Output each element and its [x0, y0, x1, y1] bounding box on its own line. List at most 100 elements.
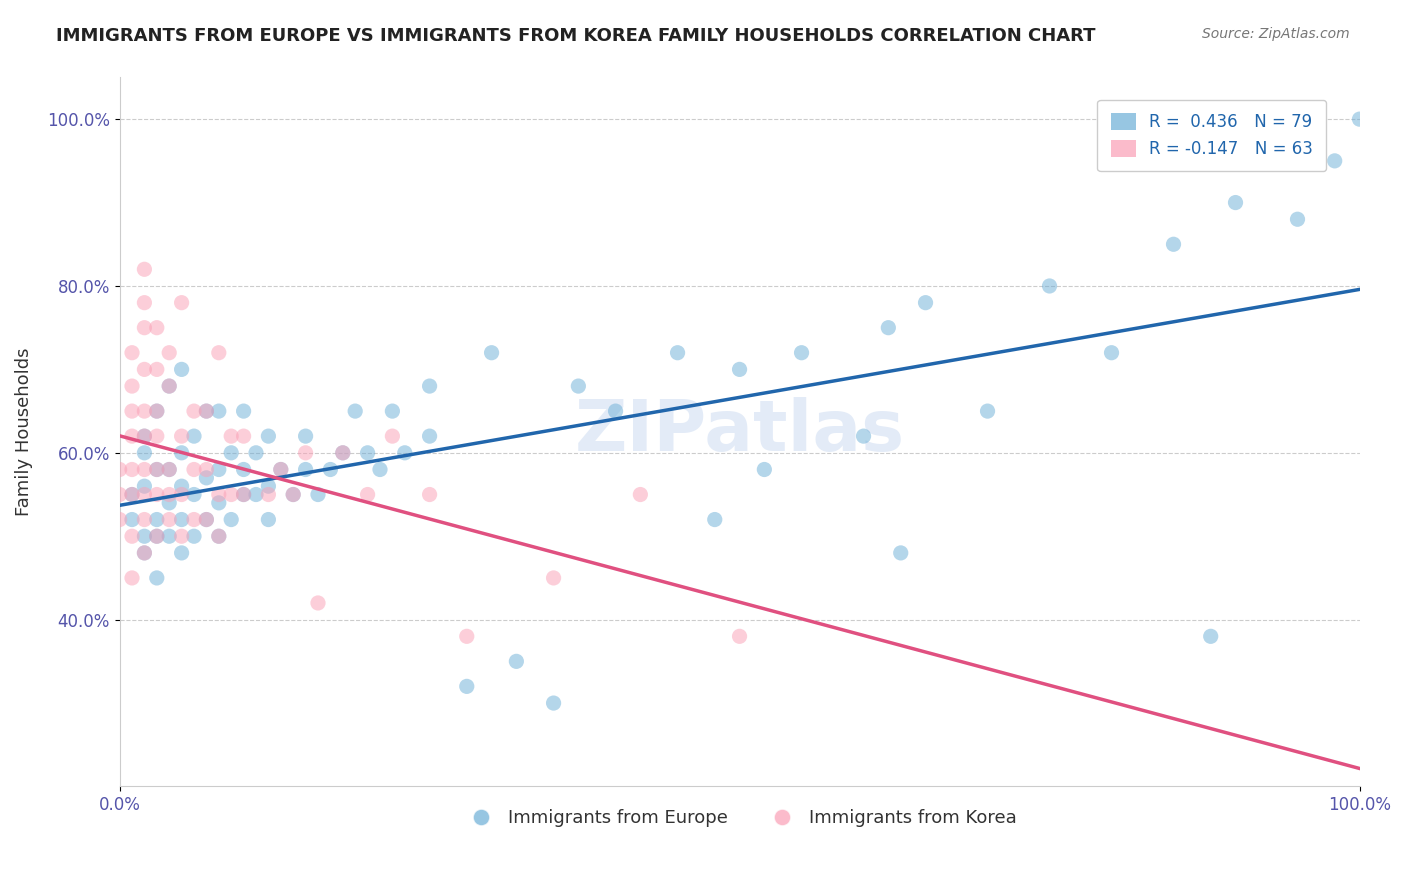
Point: [605, 404, 627, 418]
Point: [146, 429, 169, 443]
Point: [146, 487, 169, 501]
Point: [1199, 629, 1222, 643]
Point: [146, 462, 169, 476]
Point: [208, 487, 231, 501]
Point: [208, 462, 231, 476]
Point: [183, 512, 205, 526]
Point: [134, 512, 156, 526]
Point: [567, 379, 589, 393]
Point: [157, 345, 180, 359]
Point: [134, 479, 156, 493]
Point: [183, 462, 205, 476]
Point: [754, 462, 776, 476]
Point: [170, 429, 193, 443]
Point: [183, 404, 205, 418]
Point: [356, 487, 378, 501]
Point: [1163, 237, 1185, 252]
Point: [157, 487, 180, 501]
Point: [121, 379, 143, 393]
Point: [208, 404, 231, 418]
Point: [195, 462, 218, 476]
Point: [232, 462, 254, 476]
Point: [170, 362, 193, 376]
Point: [1101, 345, 1123, 359]
Point: [121, 345, 143, 359]
Point: [219, 446, 242, 460]
Point: [121, 487, 143, 501]
Point: [1348, 112, 1371, 127]
Point: [257, 429, 280, 443]
Point: [146, 404, 169, 418]
Point: [157, 379, 180, 393]
Point: [294, 429, 316, 443]
Point: [283, 487, 305, 501]
Point: [890, 546, 912, 560]
Point: [108, 487, 131, 501]
Point: [134, 429, 156, 443]
Point: [543, 696, 565, 710]
Point: [183, 429, 205, 443]
Point: [232, 429, 254, 443]
Point: [257, 512, 280, 526]
Point: [183, 487, 205, 501]
Point: [332, 446, 354, 460]
Point: [270, 462, 292, 476]
Point: [146, 529, 169, 543]
Point: [121, 529, 143, 543]
Point: [456, 679, 478, 693]
Point: [157, 379, 180, 393]
Point: [134, 529, 156, 543]
Point: [134, 295, 156, 310]
Point: [208, 345, 231, 359]
Point: [121, 571, 143, 585]
Point: [1038, 279, 1060, 293]
Y-axis label: Family Households: Family Households: [15, 348, 32, 516]
Point: [666, 345, 689, 359]
Point: [294, 446, 316, 460]
Point: [728, 629, 751, 643]
Point: [121, 429, 143, 443]
Point: [157, 462, 180, 476]
Point: [394, 446, 416, 460]
Point: [356, 446, 378, 460]
Point: [195, 471, 218, 485]
Point: [183, 529, 205, 543]
Point: [877, 320, 900, 334]
Point: [245, 487, 267, 501]
Point: [134, 487, 156, 501]
Point: [134, 546, 156, 560]
Point: [121, 512, 143, 526]
Point: [146, 512, 169, 526]
Point: [121, 462, 143, 476]
Point: [232, 487, 254, 501]
Point: [319, 462, 342, 476]
Point: [157, 496, 180, 510]
Point: [332, 446, 354, 460]
Point: [1286, 212, 1309, 227]
Point: [270, 462, 292, 476]
Point: [157, 512, 180, 526]
Point: [219, 512, 242, 526]
Point: [134, 320, 156, 334]
Point: [208, 529, 231, 543]
Point: [245, 446, 267, 460]
Point: [157, 529, 180, 543]
Point: [134, 546, 156, 560]
Point: [134, 262, 156, 277]
Point: [146, 529, 169, 543]
Text: Source: ZipAtlas.com: Source: ZipAtlas.com: [1202, 27, 1350, 41]
Point: [852, 429, 875, 443]
Point: [208, 529, 231, 543]
Point: [170, 479, 193, 493]
Point: [170, 512, 193, 526]
Point: [146, 571, 169, 585]
Point: [170, 487, 193, 501]
Point: [170, 295, 193, 310]
Point: [419, 379, 441, 393]
Point: [283, 487, 305, 501]
Point: [381, 404, 404, 418]
Point: [108, 512, 131, 526]
Point: [790, 345, 813, 359]
Point: [108, 462, 131, 476]
Point: [381, 429, 404, 443]
